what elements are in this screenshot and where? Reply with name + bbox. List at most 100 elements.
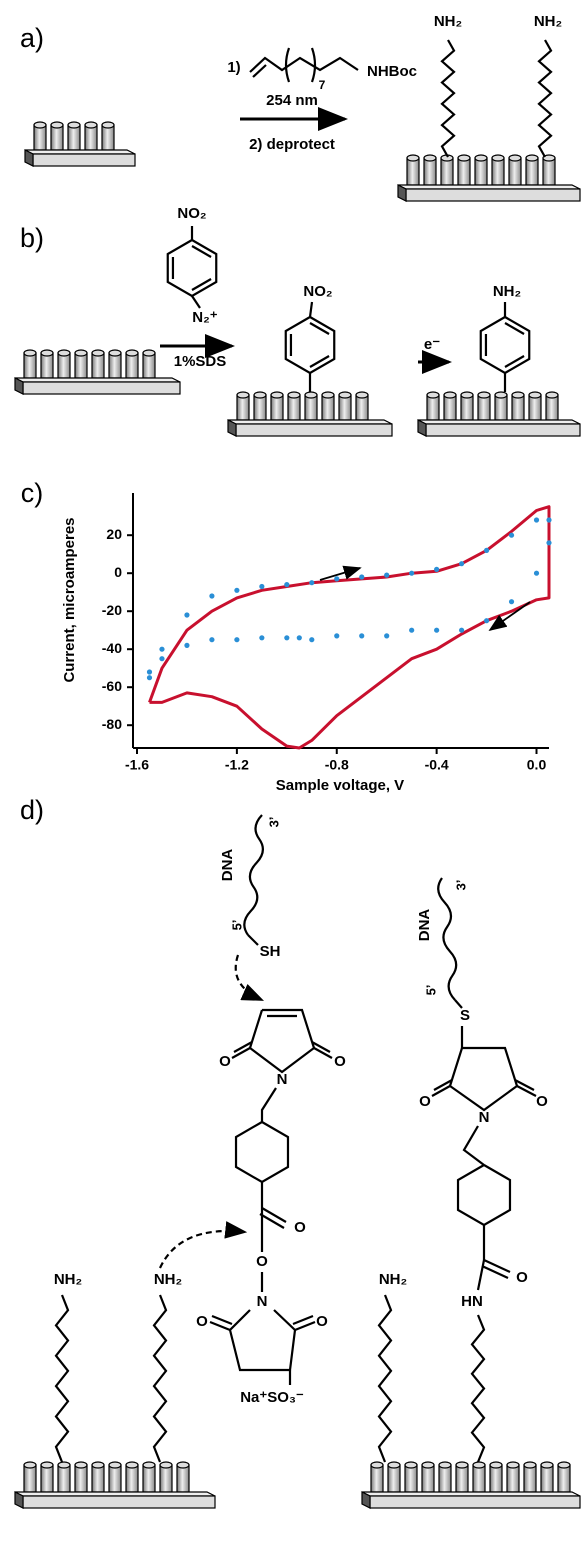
substrate <box>32 153 136 167</box>
substrate <box>227 419 393 425</box>
data-point <box>334 576 340 582</box>
data-point <box>459 561 465 567</box>
ring-double-bond <box>504 355 525 368</box>
data-point <box>384 633 390 639</box>
data-point <box>259 635 265 641</box>
pillar <box>91 352 105 379</box>
bond <box>247 934 259 946</box>
pillar <box>74 352 88 379</box>
bond <box>211 1314 233 1326</box>
pillar-top <box>494 391 508 399</box>
ring-double-bond <box>191 245 212 258</box>
bond <box>433 1079 453 1091</box>
data-point <box>483 618 490 624</box>
pillar-top <box>142 1461 156 1469</box>
y-axis-label: Current, microamperes <box>61 517 78 682</box>
data-point <box>359 574 365 580</box>
pillar-top <box>40 1461 54 1469</box>
substrate <box>22 381 181 395</box>
substrate <box>417 419 581 425</box>
pillar <box>253 394 267 421</box>
bond <box>313 1047 333 1059</box>
pillar <box>270 394 284 421</box>
alkyl-chain <box>440 39 456 158</box>
label: O <box>334 1053 346 1070</box>
substrate-side <box>14 377 24 395</box>
substrate-side <box>227 419 237 437</box>
pillar-top <box>142 349 156 357</box>
pillar <box>40 1464 54 1493</box>
pillar <box>508 157 522 186</box>
data-point <box>533 517 540 523</box>
pillar <box>40 352 54 379</box>
data-point <box>309 637 315 643</box>
data-point <box>184 612 190 618</box>
pillar-top <box>101 121 115 129</box>
ring <box>448 1046 519 1112</box>
pillar-top <box>542 154 556 162</box>
label: 1) <box>227 59 240 76</box>
pillar-top <box>338 391 352 399</box>
pillar-top <box>489 1461 503 1469</box>
substrate-side <box>24 149 34 167</box>
bond <box>294 1320 316 1332</box>
pillar <box>457 157 471 186</box>
bond <box>260 1087 277 1122</box>
pillar <box>23 352 37 379</box>
amine: NH₂ <box>379 1271 407 1288</box>
data-point <box>334 633 340 639</box>
pillar <box>542 157 556 186</box>
label: NHBoc <box>367 63 417 80</box>
label: N <box>277 1071 288 1088</box>
panel-label: b) <box>20 223 44 253</box>
pillar-top <box>321 391 335 399</box>
label: N₂⁺ <box>192 309 217 326</box>
substrate-side <box>361 1491 371 1509</box>
pillar <box>443 394 457 421</box>
pillar <box>321 394 335 421</box>
label: S <box>460 1007 470 1024</box>
pillar-top <box>404 1461 418 1469</box>
data-point <box>159 656 165 662</box>
bond <box>431 1085 451 1097</box>
y-tick-label: -40 <box>102 640 122 656</box>
label: O <box>419 1093 431 1110</box>
pillar-top <box>438 1461 452 1469</box>
bond <box>231 1047 251 1059</box>
substrate <box>425 423 581 437</box>
data-point <box>209 637 215 643</box>
ring-double-bond <box>309 355 330 368</box>
label: Na⁺SO₃⁻ <box>240 1389 304 1406</box>
bond <box>454 999 463 1009</box>
data-point <box>234 587 240 593</box>
data-point <box>483 547 490 554</box>
pillar-top <box>508 154 522 162</box>
pillar <box>159 1464 173 1493</box>
pillar <box>304 394 318 421</box>
pillar <box>101 124 115 151</box>
pillar <box>176 1464 190 1493</box>
label: 5’ <box>229 920 244 931</box>
data-line <box>148 505 551 750</box>
x-tick-label: -1.6 <box>125 757 149 773</box>
label: 1%SDS <box>174 353 227 370</box>
label: 7 <box>319 78 326 92</box>
data-point <box>546 517 552 523</box>
y-tick-label: 20 <box>106 526 122 542</box>
pillar-top <box>57 349 71 357</box>
label: 3’ <box>266 817 281 828</box>
pillar-top <box>74 1461 88 1469</box>
amine: NH₂ <box>154 1271 182 1288</box>
ring <box>456 1164 512 1227</box>
x-tick-label: -0.4 <box>425 757 449 773</box>
pillar <box>387 1464 401 1493</box>
data-point <box>459 627 465 633</box>
pillar-top <box>525 154 539 162</box>
label: N <box>479 1109 490 1126</box>
pillar <box>460 394 474 421</box>
ring <box>479 316 531 375</box>
label: O <box>536 1093 548 1110</box>
data-point <box>309 580 315 586</box>
pillar-top <box>125 349 139 357</box>
